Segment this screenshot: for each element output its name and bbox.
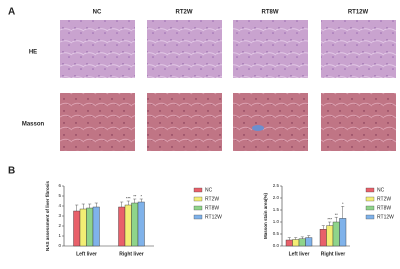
bar <box>131 202 139 247</box>
significance: * <box>140 194 142 199</box>
y-tick-label: 1.0 <box>273 219 280 224</box>
he-image <box>147 20 222 78</box>
column-header: RT12W <box>348 10 369 16</box>
column-header: RT2W <box>176 10 193 16</box>
legend-label: RT12W <box>377 214 394 220</box>
x-tick-label: Left liver <box>289 251 310 257</box>
fibrosis-spot <box>252 125 264 131</box>
bar <box>285 239 293 247</box>
column-header: RT8W <box>262 10 279 16</box>
y-tick-label: 2.5 <box>273 183 280 188</box>
x-tick-label: Right liver <box>119 251 144 257</box>
legend-label: RT8W <box>377 205 391 211</box>
legend-swatch <box>365 214 375 220</box>
y-tick-label: 2.0 <box>273 195 280 200</box>
he-image <box>60 20 135 78</box>
legend-swatch <box>365 205 375 211</box>
significance: *** <box>327 217 332 222</box>
masson-image <box>147 93 222 151</box>
legend-label: NC <box>377 187 385 193</box>
y-tick-label: 6 <box>58 183 61 188</box>
significance: ** <box>335 212 339 217</box>
y-tick-label: 4 <box>58 203 61 208</box>
bar <box>137 201 145 247</box>
y-axis-label: Masson stain area(%) <box>263 192 268 239</box>
bar <box>124 204 132 247</box>
masson-image <box>233 93 308 151</box>
legend-label: RT12W <box>205 214 222 220</box>
panel-label: A <box>8 7 15 18</box>
y-axis-label: NAS assessment of liver fibrosis <box>45 180 50 251</box>
legend-label: RT2W <box>205 196 219 202</box>
legend-swatch <box>193 196 203 202</box>
legend-label: RT8W <box>205 205 219 211</box>
column-header: NC <box>93 10 102 16</box>
y-tick-label: 2 <box>58 223 61 228</box>
significance: ** <box>133 194 137 199</box>
y-tick-label: 1.5 <box>273 207 280 212</box>
he-image <box>321 20 396 78</box>
legend-swatch <box>365 196 375 202</box>
panel-label: B <box>8 166 15 177</box>
bar <box>92 206 100 247</box>
bar <box>332 221 340 247</box>
bar <box>305 237 313 247</box>
x-tick-label: Right liver <box>321 251 346 257</box>
y-tick-label: 0.5 <box>273 231 280 236</box>
bar <box>319 228 327 247</box>
y-tick-label: 5 <box>58 193 61 198</box>
masson-image <box>60 93 135 151</box>
legend-swatch <box>365 187 375 193</box>
bar <box>326 225 334 247</box>
y-tick-label: 0.0 <box>273 243 280 248</box>
bar <box>118 206 126 247</box>
y-tick-label: 3 <box>58 213 61 218</box>
masson-image <box>321 93 396 151</box>
bar <box>79 208 87 247</box>
bar <box>86 207 94 247</box>
legend-swatch <box>193 214 203 220</box>
legend-label: RT2W <box>377 196 391 202</box>
y-tick-label: 1 <box>58 233 61 238</box>
significance: * <box>342 201 344 206</box>
row-header: Masson <box>22 122 45 128</box>
legend-swatch <box>193 187 203 193</box>
significance: *** <box>126 196 131 201</box>
row-header: HE <box>29 50 37 56</box>
legend-label: NC <box>205 187 213 193</box>
x-tick-label: Left liver <box>76 251 97 257</box>
legend-swatch <box>193 205 203 211</box>
bar <box>298 238 306 247</box>
bar <box>292 239 300 247</box>
he-image <box>233 20 308 78</box>
bar <box>73 210 81 247</box>
y-tick-label: 0 <box>58 243 61 248</box>
histology-images <box>60 20 396 151</box>
bar <box>339 218 347 247</box>
